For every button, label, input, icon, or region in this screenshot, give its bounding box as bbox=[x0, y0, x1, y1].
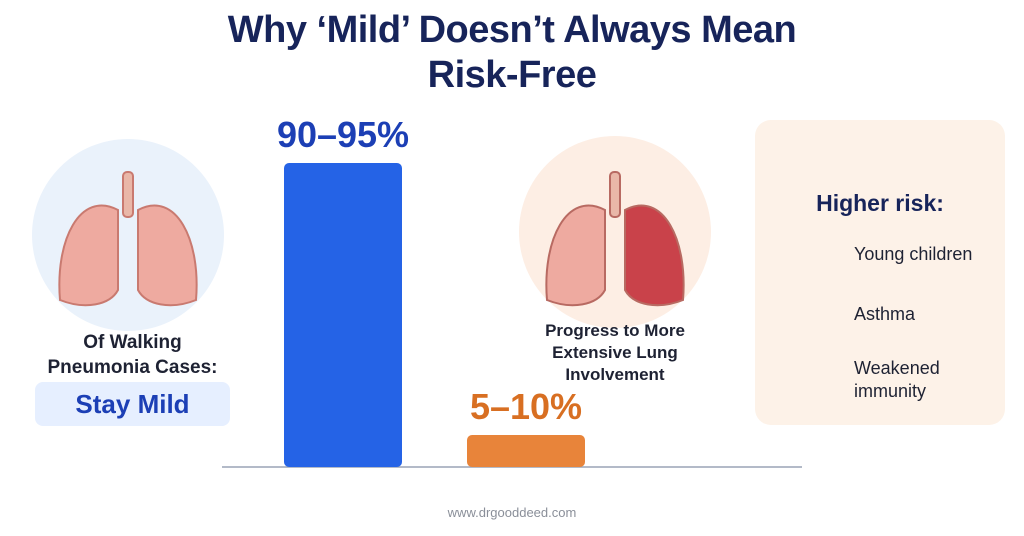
lungs-icon bbox=[545, 171, 685, 307]
category-label: Of Walking Pneumonia Cases: bbox=[47, 332, 218, 378]
lungs-icon bbox=[58, 171, 198, 307]
bar bbox=[467, 435, 585, 467]
risk-item: Asthma bbox=[854, 304, 916, 324]
risk-item: Young children bbox=[854, 244, 973, 264]
footer: www.drgooddeed.com bbox=[447, 505, 577, 520]
annotation: Stay Mild bbox=[35, 382, 230, 426]
title: Why ‘Mild’ Doesn’t Always Mean Risk-Free bbox=[227, 9, 797, 96]
value-label: 5–10% bbox=[470, 386, 582, 427]
panel-heading: Higher risk: bbox=[816, 190, 944, 216]
risk-item: Weakened immunity bbox=[854, 358, 940, 401]
lung-circle bbox=[32, 139, 224, 331]
value-label: 90–95% bbox=[277, 114, 409, 155]
category-label: Progress to More Extensive Lung Involvem… bbox=[545, 321, 685, 384]
bar bbox=[284, 163, 402, 467]
risk-panel bbox=[755, 120, 1005, 425]
